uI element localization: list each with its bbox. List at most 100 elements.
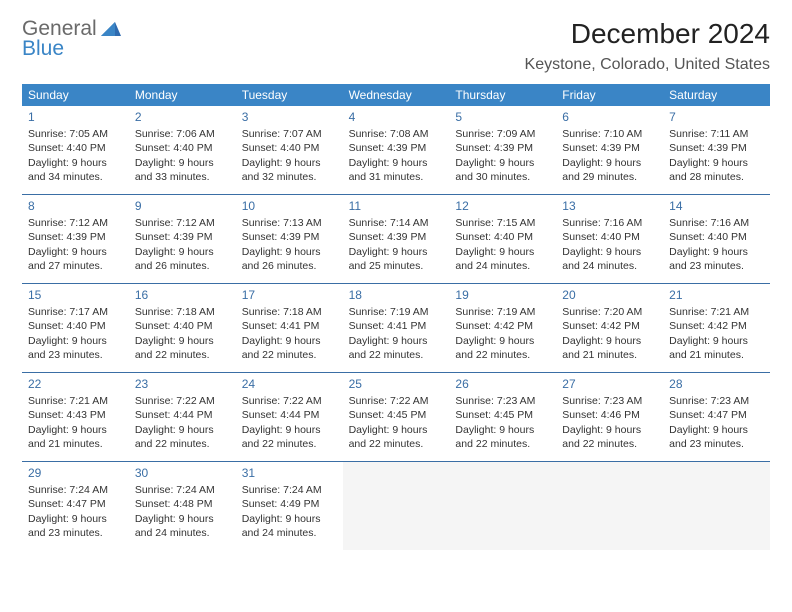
day-cell: 25Sunrise: 7:22 AMSunset: 4:45 PMDayligh… [343, 373, 450, 461]
page-title: December 2024 [525, 18, 770, 50]
day-cell: 13Sunrise: 7:16 AMSunset: 4:40 PMDayligh… [556, 195, 663, 283]
daylight-line: Daylight: 9 hours and 33 minutes. [135, 156, 230, 184]
day-cell: 5Sunrise: 7:09 AMSunset: 4:39 PMDaylight… [449, 106, 556, 194]
day-cell: 30Sunrise: 7:24 AMSunset: 4:48 PMDayligh… [129, 462, 236, 550]
sunrise-line: Sunrise: 7:24 AM [28, 483, 123, 497]
sunset-line: Sunset: 4:39 PM [669, 141, 764, 155]
sunrise-line: Sunrise: 7:17 AM [28, 305, 123, 319]
day-cell: 17Sunrise: 7:18 AMSunset: 4:41 PMDayligh… [236, 284, 343, 372]
daylight-line: Daylight: 9 hours and 23 minutes. [28, 334, 123, 362]
daylight-line: Daylight: 9 hours and 22 minutes. [242, 423, 337, 451]
day-number: 24 [242, 376, 337, 392]
sunrise-line: Sunrise: 7:15 AM [455, 216, 550, 230]
sunset-line: Sunset: 4:40 PM [242, 141, 337, 155]
sunrise-line: Sunrise: 7:12 AM [135, 216, 230, 230]
day-cell: 22Sunrise: 7:21 AMSunset: 4:43 PMDayligh… [22, 373, 129, 461]
sunrise-line: Sunrise: 7:18 AM [135, 305, 230, 319]
sunset-line: Sunset: 4:40 PM [669, 230, 764, 244]
logo-word-blue: Blue [22, 38, 97, 59]
day-number: 31 [242, 465, 337, 481]
day-cell: 27Sunrise: 7:23 AMSunset: 4:46 PMDayligh… [556, 373, 663, 461]
sunrise-line: Sunrise: 7:20 AM [562, 305, 657, 319]
day-cell: 14Sunrise: 7:16 AMSunset: 4:40 PMDayligh… [663, 195, 770, 283]
sunrise-line: Sunrise: 7:16 AM [562, 216, 657, 230]
sunset-line: Sunset: 4:43 PM [28, 408, 123, 422]
day-cell: 24Sunrise: 7:22 AMSunset: 4:44 PMDayligh… [236, 373, 343, 461]
sunset-line: Sunset: 4:40 PM [455, 230, 550, 244]
sunset-line: Sunset: 4:39 PM [135, 230, 230, 244]
day-cell: 11Sunrise: 7:14 AMSunset: 4:39 PMDayligh… [343, 195, 450, 283]
weekday-header: Sunday [22, 84, 129, 106]
weekday-header: Tuesday [236, 84, 343, 106]
day-cell-empty [343, 462, 450, 550]
day-number: 10 [242, 198, 337, 214]
week-row: 1Sunrise: 7:05 AMSunset: 4:40 PMDaylight… [22, 106, 770, 195]
day-number: 4 [349, 109, 444, 125]
daylight-line: Daylight: 9 hours and 28 minutes. [669, 156, 764, 184]
day-cell: 19Sunrise: 7:19 AMSunset: 4:42 PMDayligh… [449, 284, 556, 372]
sunrise-line: Sunrise: 7:08 AM [349, 127, 444, 141]
day-number: 2 [135, 109, 230, 125]
day-number: 5 [455, 109, 550, 125]
sunrise-line: Sunrise: 7:24 AM [135, 483, 230, 497]
day-number: 23 [135, 376, 230, 392]
sunrise-line: Sunrise: 7:05 AM [28, 127, 123, 141]
sunrise-line: Sunrise: 7:22 AM [349, 394, 444, 408]
day-number: 8 [28, 198, 123, 214]
daylight-line: Daylight: 9 hours and 22 minutes. [349, 334, 444, 362]
day-cell: 31Sunrise: 7:24 AMSunset: 4:49 PMDayligh… [236, 462, 343, 550]
daylight-line: Daylight: 9 hours and 23 minutes. [669, 423, 764, 451]
day-cell-empty [556, 462, 663, 550]
sunrise-line: Sunrise: 7:07 AM [242, 127, 337, 141]
day-number: 26 [455, 376, 550, 392]
sunset-line: Sunset: 4:40 PM [28, 141, 123, 155]
sunset-line: Sunset: 4:40 PM [28, 319, 123, 333]
sunrise-line: Sunrise: 7:22 AM [242, 394, 337, 408]
title-block: December 2024 Keystone, Colorado, United… [525, 18, 770, 74]
day-number: 21 [669, 287, 764, 303]
day-number: 25 [349, 376, 444, 392]
header: General Blue December 2024 Keystone, Col… [22, 18, 770, 74]
sunset-line: Sunset: 4:46 PM [562, 408, 657, 422]
day-number: 1 [28, 109, 123, 125]
sunset-line: Sunset: 4:39 PM [349, 230, 444, 244]
daylight-line: Daylight: 9 hours and 22 minutes. [455, 334, 550, 362]
sunrise-line: Sunrise: 7:09 AM [455, 127, 550, 141]
day-cell: 12Sunrise: 7:15 AMSunset: 4:40 PMDayligh… [449, 195, 556, 283]
day-cell: 4Sunrise: 7:08 AMSunset: 4:39 PMDaylight… [343, 106, 450, 194]
day-number: 29 [28, 465, 123, 481]
sunrise-line: Sunrise: 7:21 AM [669, 305, 764, 319]
daylight-line: Daylight: 9 hours and 22 minutes. [455, 423, 550, 451]
sunrise-line: Sunrise: 7:23 AM [455, 394, 550, 408]
sunrise-line: Sunrise: 7:11 AM [669, 127, 764, 141]
sunset-line: Sunset: 4:39 PM [562, 141, 657, 155]
daylight-line: Daylight: 9 hours and 22 minutes. [242, 334, 337, 362]
day-number: 6 [562, 109, 657, 125]
daylight-line: Daylight: 9 hours and 23 minutes. [669, 245, 764, 273]
day-number: 27 [562, 376, 657, 392]
day-number: 13 [562, 198, 657, 214]
weekday-header: Wednesday [343, 84, 450, 106]
day-cell: 28Sunrise: 7:23 AMSunset: 4:47 PMDayligh… [663, 373, 770, 461]
day-cell: 8Sunrise: 7:12 AMSunset: 4:39 PMDaylight… [22, 195, 129, 283]
sunset-line: Sunset: 4:42 PM [562, 319, 657, 333]
logo: General Blue [22, 18, 123, 59]
day-cell: 26Sunrise: 7:23 AMSunset: 4:45 PMDayligh… [449, 373, 556, 461]
day-cell: 10Sunrise: 7:13 AMSunset: 4:39 PMDayligh… [236, 195, 343, 283]
sunrise-line: Sunrise: 7:13 AM [242, 216, 337, 230]
daylight-line: Daylight: 9 hours and 31 minutes. [349, 156, 444, 184]
calendar: SundayMondayTuesdayWednesdayThursdayFrid… [22, 84, 770, 550]
daylight-line: Daylight: 9 hours and 24 minutes. [562, 245, 657, 273]
daylight-line: Daylight: 9 hours and 21 minutes. [562, 334, 657, 362]
day-cell: 2Sunrise: 7:06 AMSunset: 4:40 PMDaylight… [129, 106, 236, 194]
weekday-header: Friday [556, 84, 663, 106]
day-cell: 1 Sunrise: 7:05 AMSunset: 4:40 PMDaylight… [22, 106, 129, 194]
sunset-line: Sunset: 4:39 PM [28, 230, 123, 244]
day-cell: 7Sunrise: 7:11 AMSunset: 4:39 PMDaylight… [663, 106, 770, 194]
daylight-line: Daylight: 9 hours and 21 minutes. [28, 423, 123, 451]
daylight-line: Daylight: 9 hours and 34 minutes. [28, 156, 123, 184]
daylight-line: Daylight: 9 hours and 30 minutes. [455, 156, 550, 184]
sunrise-line: Sunrise: 7:14 AM [349, 216, 444, 230]
daylight-line: Daylight: 9 hours and 26 minutes. [135, 245, 230, 273]
day-cell-empty [449, 462, 556, 550]
